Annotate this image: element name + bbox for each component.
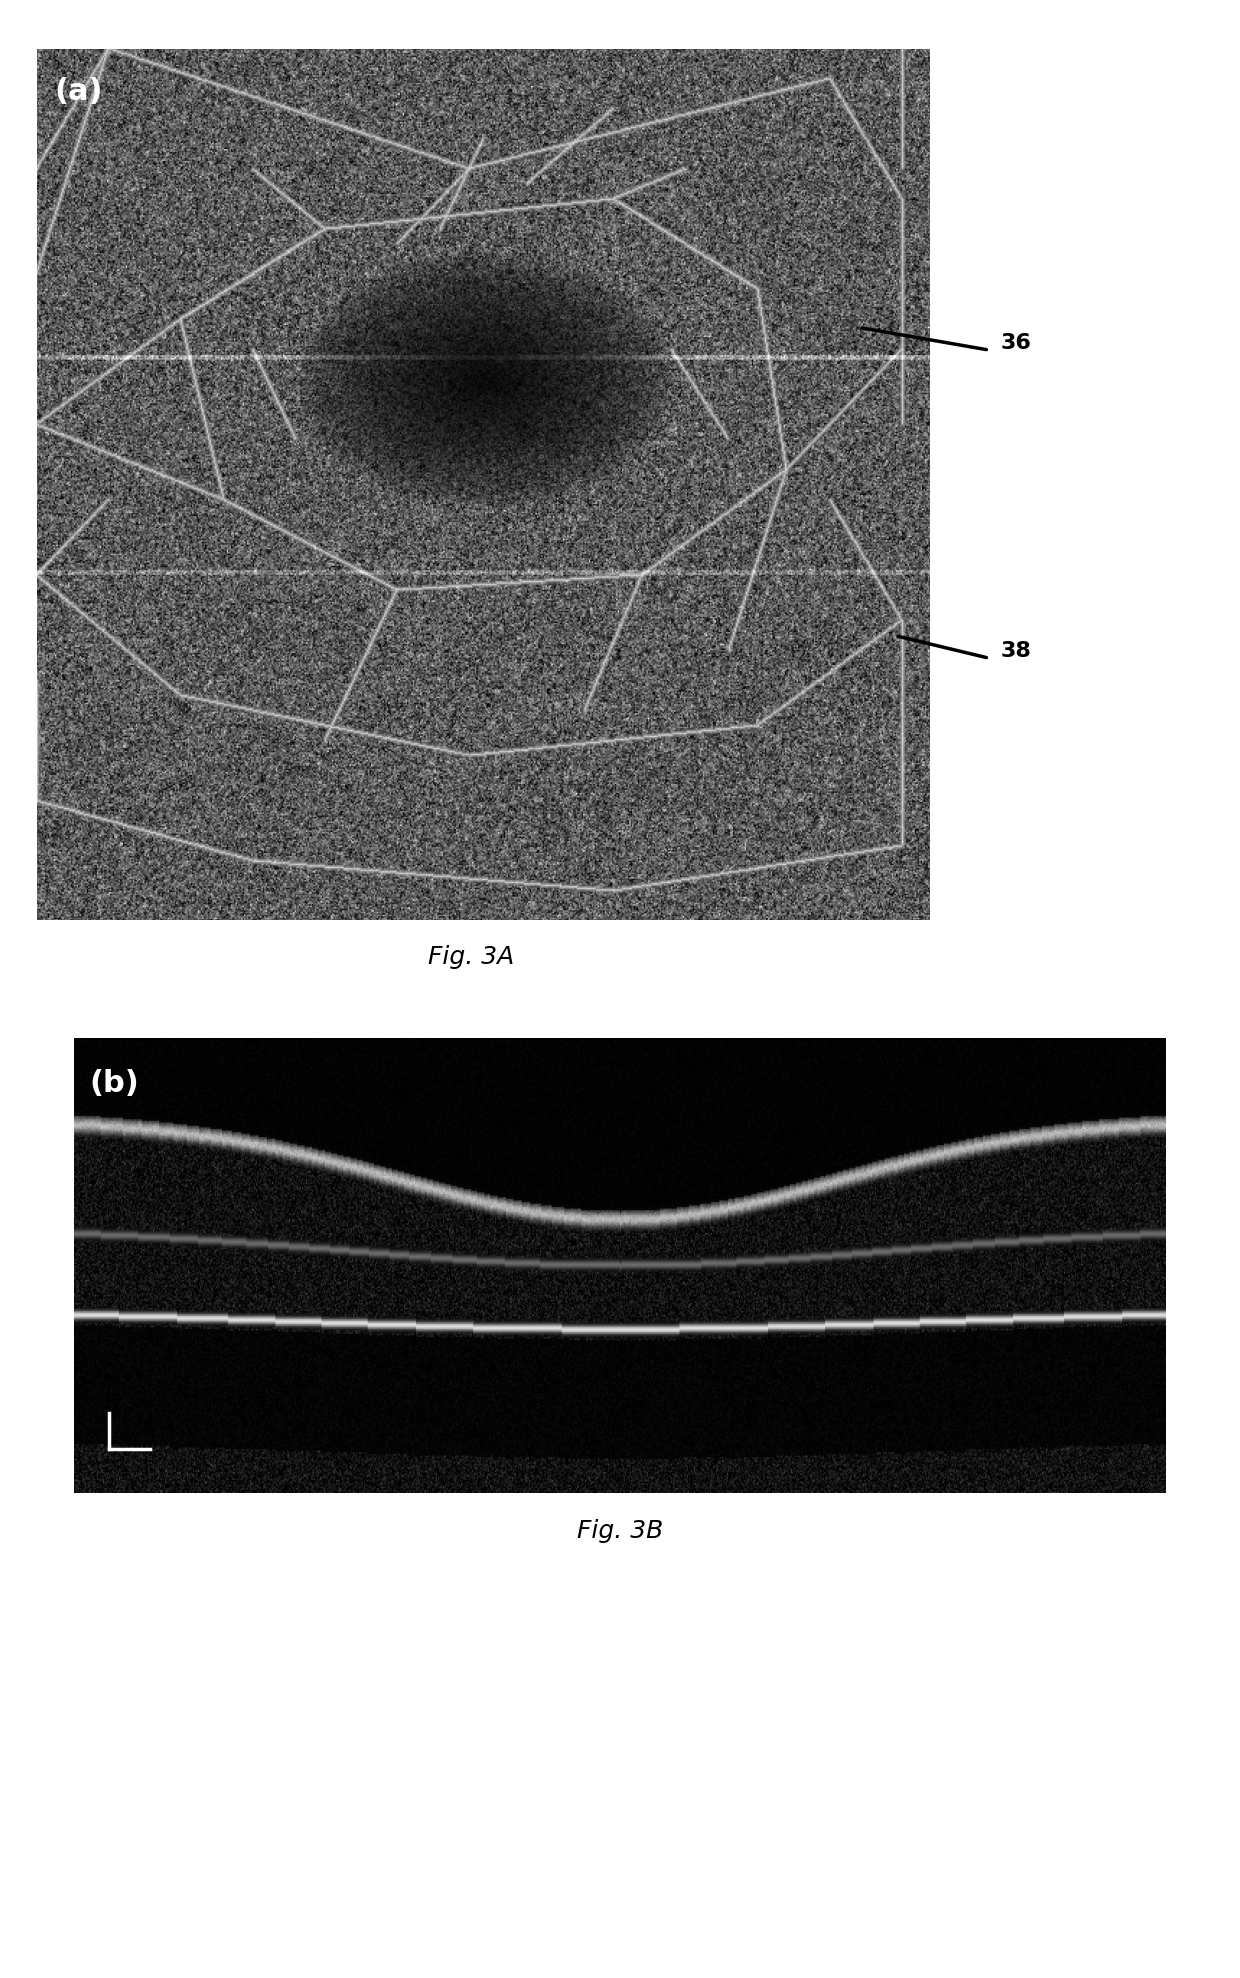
Text: Fig. 3B: Fig. 3B: [577, 1519, 663, 1543]
Text: (a): (a): [55, 77, 103, 105]
Text: Fig. 3A: Fig. 3A: [428, 945, 515, 969]
Text: (b): (b): [89, 1068, 139, 1098]
Text: 36: 36: [1001, 332, 1032, 352]
Text: 38: 38: [1001, 641, 1032, 661]
